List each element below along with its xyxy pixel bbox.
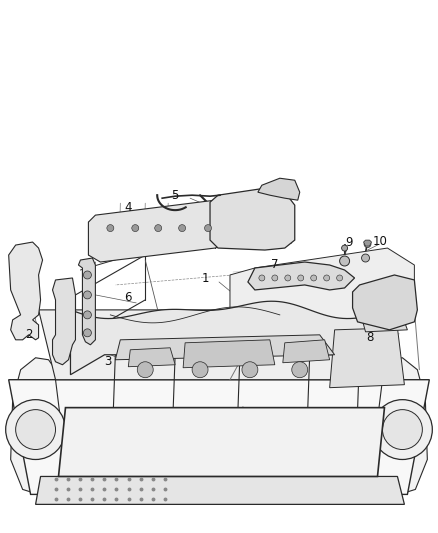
Polygon shape: [9, 242, 42, 340]
Circle shape: [337, 275, 343, 281]
Polygon shape: [128, 348, 175, 367]
Text: 8: 8: [366, 332, 373, 344]
Polygon shape: [360, 308, 407, 332]
Circle shape: [382, 410, 422, 449]
Polygon shape: [59, 408, 385, 477]
Polygon shape: [39, 310, 399, 379]
Polygon shape: [364, 240, 371, 246]
Circle shape: [107, 224, 114, 232]
Text: 1: 1: [201, 272, 209, 286]
Circle shape: [361, 254, 370, 262]
Circle shape: [242, 362, 258, 378]
Polygon shape: [248, 262, 355, 290]
Polygon shape: [183, 340, 275, 368]
Text: 6: 6: [124, 292, 132, 304]
Circle shape: [372, 400, 432, 459]
Circle shape: [342, 245, 348, 251]
Circle shape: [339, 256, 350, 266]
Circle shape: [292, 362, 308, 378]
Circle shape: [6, 400, 66, 459]
Polygon shape: [379, 358, 427, 495]
Text: 4: 4: [124, 200, 132, 214]
Polygon shape: [330, 328, 404, 387]
Circle shape: [83, 291, 92, 299]
Text: 7: 7: [271, 257, 279, 271]
Polygon shape: [63, 415, 245, 472]
Polygon shape: [236, 410, 255, 474]
Circle shape: [192, 362, 208, 378]
Text: 2: 2: [25, 328, 32, 341]
Polygon shape: [35, 477, 404, 504]
Circle shape: [132, 224, 139, 232]
Polygon shape: [9, 379, 429, 495]
Polygon shape: [250, 415, 379, 472]
Polygon shape: [11, 358, 59, 495]
Polygon shape: [88, 200, 225, 262]
Circle shape: [311, 275, 317, 281]
Circle shape: [324, 275, 330, 281]
Circle shape: [155, 224, 162, 232]
Text: 5: 5: [171, 189, 179, 201]
Polygon shape: [53, 278, 75, 365]
Circle shape: [83, 311, 92, 319]
Text: 10: 10: [373, 235, 388, 247]
Circle shape: [364, 240, 371, 247]
Polygon shape: [258, 178, 300, 200]
Circle shape: [298, 275, 304, 281]
Circle shape: [179, 224, 186, 232]
Circle shape: [259, 275, 265, 281]
Circle shape: [16, 410, 56, 449]
Text: 9: 9: [345, 236, 352, 248]
Polygon shape: [210, 188, 295, 250]
Polygon shape: [230, 248, 414, 338]
Circle shape: [137, 362, 153, 378]
Polygon shape: [283, 340, 330, 363]
Circle shape: [205, 224, 212, 232]
Circle shape: [83, 271, 92, 279]
Circle shape: [272, 275, 278, 281]
Text: 3: 3: [105, 356, 112, 368]
Circle shape: [285, 275, 291, 281]
Polygon shape: [353, 275, 417, 330]
Polygon shape: [115, 335, 335, 360]
Polygon shape: [71, 301, 370, 375]
Polygon shape: [78, 258, 95, 345]
Circle shape: [83, 329, 92, 337]
